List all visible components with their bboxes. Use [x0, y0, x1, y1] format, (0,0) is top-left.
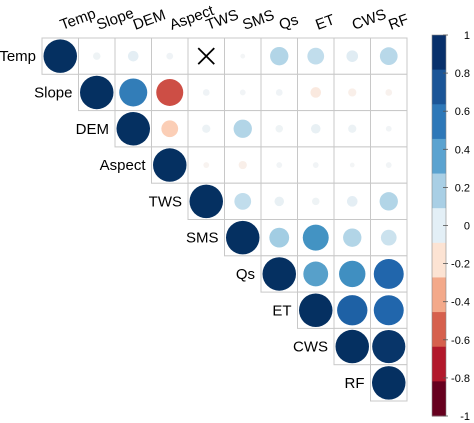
row-label: Slope — [34, 84, 72, 101]
correlation-circle — [80, 75, 114, 110]
row-label: Qs — [236, 266, 255, 283]
correlation-circle — [43, 39, 77, 73]
correlation-circle — [385, 125, 392, 132]
legend-tick-label: 0.4 — [455, 144, 470, 156]
legend-tick-label: 1 — [464, 30, 470, 42]
legend-swatch — [432, 242, 446, 278]
correlation-circle — [269, 227, 290, 248]
row-label: SMS — [186, 230, 219, 247]
correlation-circle — [166, 52, 174, 60]
legend-tick-label: -0.8 — [451, 373, 470, 385]
row-label: DEM — [76, 121, 109, 138]
correlation-circle — [343, 228, 362, 247]
correlation-circle — [189, 184, 223, 219]
correlation-circle — [202, 89, 210, 96]
correlation-circle — [302, 224, 329, 251]
insignificant-marker — [197, 47, 215, 65]
correlation-circle — [346, 50, 359, 62]
correlation-circle — [274, 196, 284, 207]
correlation-circle — [119, 78, 148, 107]
correlation-circle — [116, 112, 150, 146]
correlation-circle — [156, 78, 184, 106]
correlation-circle — [307, 47, 325, 65]
legend-swatch — [432, 35, 446, 71]
column-label: DEM — [131, 6, 168, 33]
row-label: Temp — [0, 48, 36, 65]
correlation-circle — [303, 261, 329, 287]
column-label: CWS — [350, 6, 389, 34]
row-label: Aspect — [100, 157, 147, 174]
correlation-circle — [276, 162, 283, 168]
legend-swatch — [432, 173, 446, 209]
legend-swatch — [432, 381, 446, 417]
correlation-circle — [385, 162, 392, 168]
correlation-circle — [335, 329, 369, 364]
correlation-circle — [153, 148, 187, 182]
legend-swatch — [432, 208, 446, 244]
correlation-circle — [312, 197, 320, 206]
correlation-circle — [312, 162, 319, 168]
legend-tick-label: 0.6 — [455, 106, 470, 118]
correlation-circle — [373, 258, 404, 289]
legend-tick-label: 0.8 — [455, 68, 470, 80]
correlation-circle — [349, 162, 355, 168]
grid-cell — [297, 37, 335, 75]
grid-cell — [187, 73, 225, 112]
column-label: Temp — [58, 5, 98, 34]
correlation-circle — [239, 89, 246, 96]
correlation-circle — [339, 260, 366, 288]
correlation-circle — [275, 125, 283, 133]
legend-tick-label: 0.2 — [455, 182, 470, 194]
correlation-circle — [203, 162, 210, 168]
legend-swatch — [432, 69, 446, 105]
correlation-circle — [275, 89, 283, 96]
correlation-circle — [310, 87, 322, 98]
correlation-circle — [348, 88, 357, 97]
row-label: RF — [345, 375, 365, 392]
column-label: RF — [386, 11, 411, 34]
row-label: CWS — [293, 339, 328, 356]
correlation-circle — [348, 124, 357, 133]
legend-swatch — [432, 346, 446, 382]
column-label: Slope — [94, 5, 136, 34]
correlation-circle — [299, 293, 333, 327]
grid-cell — [187, 110, 225, 148]
correlation-circle — [346, 196, 358, 207]
correlation-circle — [238, 160, 247, 170]
correlation-circle — [380, 229, 397, 246]
legend-swatch — [432, 138, 446, 175]
column-label: SMS — [240, 7, 276, 34]
correlation-circle — [234, 192, 252, 210]
legend-tick-label: -0.2 — [451, 259, 470, 271]
correlation-circle — [372, 329, 406, 364]
correlation-circle — [337, 295, 368, 326]
correlation-circle — [311, 124, 321, 134]
correlation-circle — [93, 52, 101, 60]
correlation-circle — [161, 120, 179, 138]
column-label: ET — [313, 11, 337, 34]
legend-swatch — [432, 104, 446, 140]
correlation-circle — [240, 53, 246, 59]
correlation-circle — [385, 89, 393, 96]
legend-tick-label: -0.4 — [451, 297, 470, 309]
correlation-circle — [127, 50, 139, 62]
legend-tick-label: -0.6 — [451, 335, 470, 347]
legend-swatch — [432, 277, 446, 313]
correlation-circle — [379, 47, 398, 66]
legend-swatch — [432, 312, 446, 348]
column-label: Qs — [277, 11, 301, 34]
legend-tick-label: -1 — [460, 411, 470, 423]
correlation-circle — [270, 46, 289, 66]
correlation-circle — [262, 257, 296, 291]
correlation-circle — [373, 295, 404, 326]
correlation-circle — [372, 366, 406, 400]
row-label: TWS — [149, 193, 182, 210]
legend-tick-label: 0 — [464, 221, 470, 233]
correlation-circle — [233, 119, 252, 138]
row-label: ET — [272, 302, 291, 319]
correlation-circle — [379, 192, 398, 211]
correlation-circle — [202, 124, 211, 133]
correlation-circle — [226, 220, 260, 255]
